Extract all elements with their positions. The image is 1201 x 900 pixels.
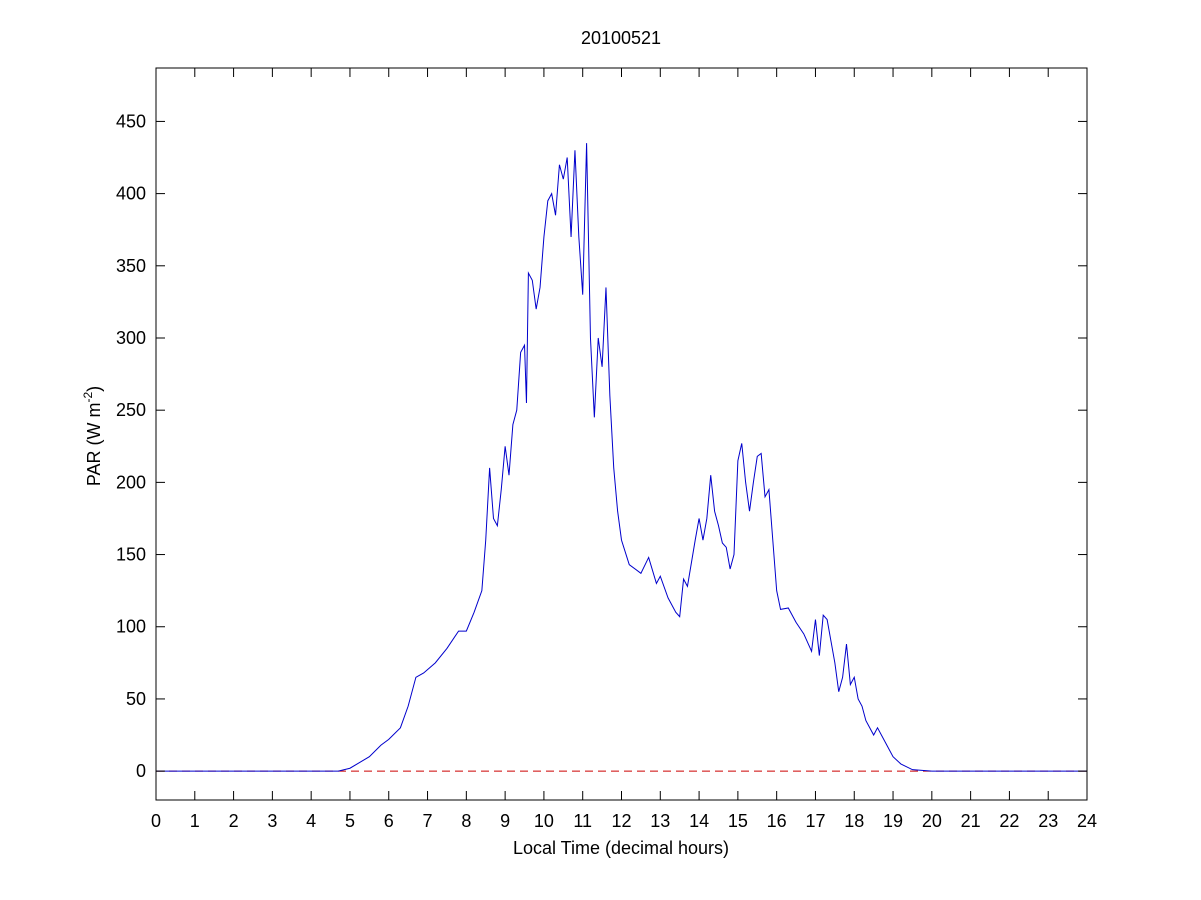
x-tick-label: 16 [767, 811, 787, 831]
x-tick-label: 21 [961, 811, 981, 831]
x-tick-label: 5 [345, 811, 355, 831]
y-tick-label: 300 [116, 328, 146, 348]
x-tick-label: 1 [190, 811, 200, 831]
plot-area [156, 68, 1087, 800]
y-tick-label: 450 [116, 111, 146, 131]
x-tick-label: 4 [306, 811, 316, 831]
x-tick-label: 17 [805, 811, 825, 831]
y-tick-label: 100 [116, 617, 146, 637]
x-tick-label: 20 [922, 811, 942, 831]
x-tick-label: 23 [1038, 811, 1058, 831]
x-tick-label: 18 [844, 811, 864, 831]
x-tick-label: 12 [611, 811, 631, 831]
y-label-text: PAR (W m [84, 403, 104, 487]
x-tick-label: 14 [689, 811, 709, 831]
x-tick-label: 22 [999, 811, 1019, 831]
x-tick-label: 24 [1077, 811, 1097, 831]
y-tick-label: 50 [126, 689, 146, 709]
x-tick-label: 7 [423, 811, 433, 831]
y-tick-label: 150 [116, 545, 146, 565]
y-label-sup: -2 [81, 392, 95, 403]
y-axis-label: PAR (W m-2) [81, 386, 104, 486]
x-tick-label: 11 [573, 811, 592, 831]
y-tick-label: 400 [116, 184, 146, 204]
chart-title: 20100521 [581, 28, 661, 48]
y-tick-label: 250 [116, 400, 146, 420]
x-tick-label: 6 [384, 811, 394, 831]
x-tick-label: 19 [883, 811, 903, 831]
y-tick-label: 200 [116, 472, 146, 492]
x-tick-label: 15 [728, 811, 748, 831]
x-tick-label: 10 [534, 811, 554, 831]
y-tick-label: 0 [136, 761, 146, 781]
data-line [156, 143, 1087, 772]
x-tick-label: 8 [461, 811, 471, 831]
x-tick-label: 3 [267, 811, 277, 831]
x-tick-label: 13 [650, 811, 670, 831]
x-axis-label: Local Time (decimal hours) [513, 838, 729, 858]
x-tick-label: 2 [229, 811, 239, 831]
y-label-tail: ) [84, 386, 104, 392]
y-tick-label: 350 [116, 256, 146, 276]
x-tick-label: 9 [500, 811, 510, 831]
x-tick-label: 0 [151, 811, 161, 831]
